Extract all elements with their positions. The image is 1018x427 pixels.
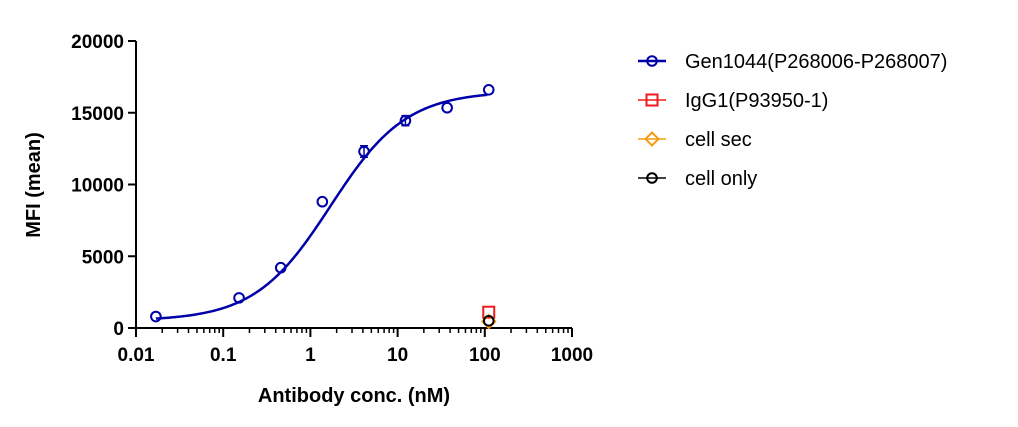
legend-item-1: IgG1(P93950-1) <box>638 90 828 112</box>
data-point <box>482 305 496 319</box>
data-point <box>441 101 453 114</box>
legend-label: cell sec <box>685 129 752 151</box>
plot-area <box>150 83 497 330</box>
x-axis-label: Antibody conc. (nM) <box>258 385 450 407</box>
data-point <box>358 145 370 158</box>
y-axis-label: MFI (mean) <box>23 132 45 238</box>
legend: Gen1044(P268006-P268007) IgG1(P93950-1) ce… <box>638 51 947 190</box>
series-0 <box>150 83 495 323</box>
x-tick-label: 1 <box>305 345 316 366</box>
y-tick-label: 15000 <box>71 104 124 125</box>
legend-marker <box>646 172 658 184</box>
y-tick-label: 10000 <box>71 176 124 197</box>
data-point <box>150 310 162 323</box>
legend-label: IgG1(P93950-1) <box>685 90 828 112</box>
data-point <box>482 83 495 96</box>
data-point <box>482 315 495 327</box>
legend-item-2: cell sec <box>638 129 752 151</box>
data-point <box>399 114 412 127</box>
data-point <box>316 195 329 208</box>
y-tick-label: 20000 <box>71 32 124 53</box>
x-tick-label: 1000 <box>551 345 593 366</box>
fit-curve <box>155 93 488 320</box>
y-tick-label: 0 <box>113 319 124 340</box>
legend-item-0: Gen1044(P268006-P268007) <box>638 51 947 73</box>
legend-item-3: cell only <box>638 168 757 190</box>
legend-marker <box>644 131 660 147</box>
y-tick-label: 5000 <box>82 247 124 268</box>
x-tick-label: 0.1 <box>210 345 237 366</box>
tick-labels: 0 5000 10000 15000 20000 0.01 0.1 1 10 100 1000 <box>71 32 593 366</box>
x-tick-label: 100 <box>469 345 501 366</box>
data-point <box>274 261 287 274</box>
legend-label: Gen1044(P268006-P268007) <box>685 51 947 73</box>
data-point <box>233 292 245 304</box>
series-1 <box>482 305 496 319</box>
legend-marker <box>645 93 659 107</box>
axes <box>128 40 573 337</box>
x-tick-label: 0.01 <box>118 345 155 366</box>
series-3 <box>482 315 495 327</box>
x-tick-label: 10 <box>387 345 408 366</box>
legend-marker <box>646 55 658 67</box>
legend-label: cell only <box>685 168 757 190</box>
